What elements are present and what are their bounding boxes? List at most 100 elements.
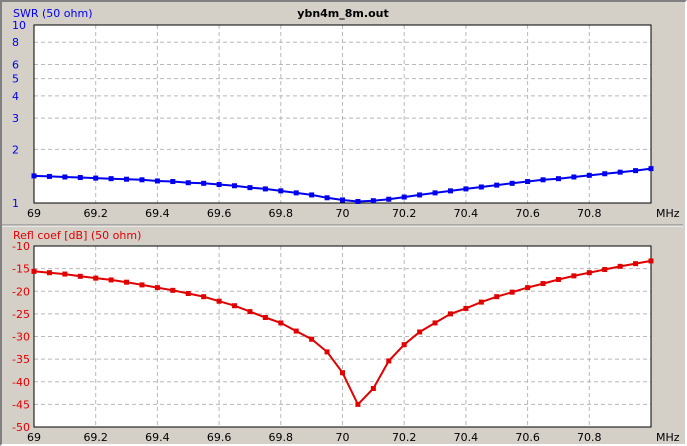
data-point <box>586 172 592 178</box>
y-tick-label: -15 <box>12 263 30 276</box>
data-point <box>293 328 299 334</box>
data-point <box>370 198 376 204</box>
data-point <box>633 261 639 267</box>
x-tick-label: 69 <box>27 207 41 220</box>
data-point <box>309 192 315 198</box>
data-point <box>93 175 99 181</box>
data-point <box>525 285 531 291</box>
data-point <box>185 180 191 186</box>
data-point <box>571 273 577 279</box>
x-tick-label: 70 <box>336 431 350 444</box>
data-point <box>124 176 130 182</box>
y-tick-label: 4 <box>12 90 19 103</box>
x-tick-label: 69.8 <box>269 431 294 444</box>
data-point <box>139 282 145 288</box>
data-point <box>478 299 484 305</box>
data-point <box>355 198 361 204</box>
y-tick-label: -25 <box>12 308 30 321</box>
data-point <box>62 174 68 180</box>
data-point <box>648 166 654 172</box>
data-point <box>216 182 222 188</box>
x-tick-label: 69.2 <box>83 207 108 220</box>
data-point <box>201 180 207 186</box>
data-point <box>494 182 500 188</box>
y-tick-label: 2 <box>12 143 19 156</box>
data-point <box>417 192 423 198</box>
data-point <box>309 336 315 342</box>
data-point <box>293 190 299 196</box>
y-tick-label: -30 <box>12 331 30 344</box>
data-point <box>617 169 623 175</box>
data-point <box>77 175 83 181</box>
data-point <box>340 370 345 376</box>
data-point <box>201 294 207 300</box>
y-tick-label: 6 <box>12 58 19 71</box>
x-tick-label: 69.8 <box>269 207 294 220</box>
x-tick-label: 70.2 <box>392 207 417 220</box>
data-point <box>170 179 176 185</box>
data-point <box>571 174 577 180</box>
data-point <box>216 298 222 304</box>
data-point <box>108 176 114 182</box>
data-point <box>124 279 130 285</box>
data-point <box>324 349 330 355</box>
data-point <box>386 358 392 364</box>
data-point <box>432 190 438 196</box>
y-tick-label: 8 <box>12 36 19 49</box>
y-tick-label: 1 <box>12 197 19 210</box>
data-point <box>540 177 546 183</box>
y-tick-label: 10 <box>12 19 26 32</box>
data-point <box>401 194 407 200</box>
data-point <box>417 329 423 335</box>
y-axis-label: Refl coef [dB] (50 ohm) <box>13 229 141 242</box>
x-tick-label: 70 <box>336 207 350 220</box>
data-point <box>278 188 284 194</box>
x-tick-label: 70.2 <box>392 431 417 444</box>
data-point <box>586 270 592 276</box>
data-point <box>232 183 238 189</box>
data-point <box>447 188 453 194</box>
data-point <box>478 184 484 190</box>
data-point <box>62 271 68 277</box>
y-tick-label: -35 <box>12 353 30 366</box>
y-tick-label: -40 <box>12 376 30 389</box>
data-point <box>386 196 392 202</box>
data-point <box>540 281 546 287</box>
x-tick-label: 70.6 <box>515 431 540 444</box>
data-point <box>108 277 114 283</box>
data-point <box>232 303 238 309</box>
x-tick-label: 69.4 <box>145 207 170 220</box>
data-point <box>77 273 83 279</box>
data-point <box>602 171 608 177</box>
data-point <box>555 276 561 282</box>
plot-frame <box>33 24 652 204</box>
x-tick-label: 70.4 <box>454 207 479 220</box>
y-tick-label: -50 <box>12 421 30 434</box>
data-point <box>463 186 469 192</box>
data-point <box>46 173 52 179</box>
x-axis-label: MHz <box>656 431 680 444</box>
data-point <box>432 320 438 326</box>
data-point <box>633 168 639 174</box>
data-point <box>139 177 145 183</box>
data-point <box>463 305 469 311</box>
y-tick-label: 5 <box>12 73 19 86</box>
data-point <box>509 180 515 186</box>
x-tick-label: 70.6 <box>515 207 540 220</box>
chart-title: ybn4m_8m.out <box>297 7 388 20</box>
data-point <box>278 320 284 326</box>
data-point <box>46 270 52 276</box>
data-point <box>262 186 268 192</box>
data-point <box>509 289 515 295</box>
x-tick-label: 70.4 <box>454 431 479 444</box>
data-point <box>370 386 376 392</box>
y-tick-label: -10 <box>12 240 30 253</box>
x-tick-label: 69 <box>27 431 41 444</box>
data-point <box>525 179 531 185</box>
data-point <box>185 291 191 297</box>
data-point <box>602 267 608 273</box>
data-point <box>170 287 176 293</box>
data-point <box>324 195 330 201</box>
data-point <box>154 285 160 291</box>
data-point <box>648 258 654 264</box>
